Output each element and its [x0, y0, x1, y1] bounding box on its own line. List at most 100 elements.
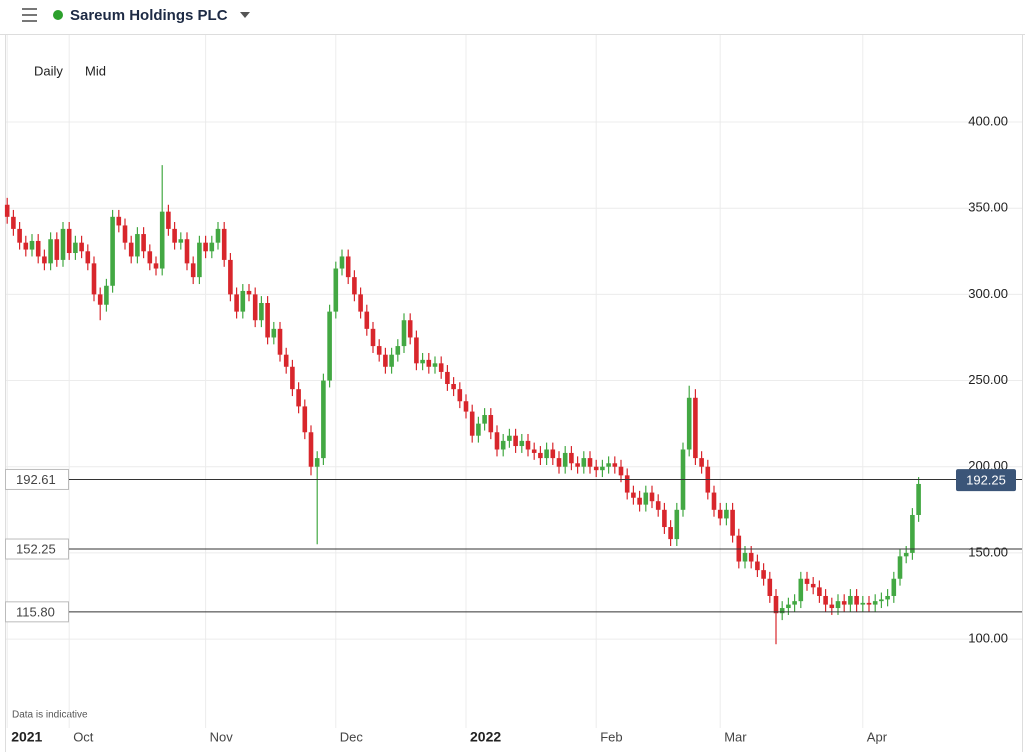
candle-body [345, 256, 351, 278]
candle-body [271, 328, 277, 338]
menu-icon[interactable] [22, 8, 37, 22]
candle-body [240, 290, 246, 312]
candle-body [42, 256, 47, 264]
candle-body [618, 466, 624, 476]
candle-body [159, 211, 165, 269]
last-price-badge [956, 469, 1016, 492]
candle-body [395, 346, 401, 355]
candle-body [308, 432, 314, 467]
candle-body [903, 552, 909, 557]
candle-body [4, 204, 10, 217]
level-label-box [5, 468, 69, 490]
candle-body [17, 228, 22, 243]
candle-body [513, 435, 518, 447]
candle-body [587, 458, 593, 467]
candle-body [414, 337, 419, 364]
candle-body [531, 449, 537, 453]
candle-body [438, 363, 444, 372]
candle-body [407, 320, 413, 338]
x-tick-label: Mar [724, 729, 747, 744]
candle-body [314, 458, 320, 467]
candle-body [699, 458, 704, 467]
candle-body [556, 458, 562, 467]
x-tick-label: 2021 [11, 729, 42, 745]
candle-body [879, 599, 884, 602]
x-tick-label: 2022 [470, 729, 501, 745]
candle-body [637, 497, 642, 505]
candle-body [891, 578, 897, 596]
candle-body [817, 587, 822, 596]
candle-body [221, 228, 227, 260]
y-tick-label: 300.00 [968, 286, 1008, 301]
candle-body [166, 211, 171, 229]
candle-body [48, 239, 53, 264]
candle-body [649, 492, 655, 502]
price-type-label[interactable]: Mid [85, 63, 106, 78]
candle-body [916, 483, 921, 515]
candle-body [773, 595, 779, 614]
last-price-label: 192.25 [966, 473, 1006, 488]
candle-body [798, 578, 804, 602]
candle-body [779, 608, 785, 614]
candle-body [383, 354, 388, 367]
candle-body [11, 216, 16, 229]
candle-body [829, 604, 835, 609]
candle-body [755, 561, 760, 571]
candle-body [624, 475, 630, 493]
candle-body [283, 354, 289, 367]
candle-body [655, 501, 661, 510]
candle-body [575, 463, 580, 467]
candle-body [606, 463, 611, 467]
candle-body [550, 449, 556, 459]
candle-body [85, 251, 91, 264]
candle-body [810, 583, 816, 588]
candle-body [519, 440, 525, 447]
candle-body [97, 294, 103, 305]
x-tick-label: Feb [600, 729, 622, 744]
candle-body [23, 242, 29, 250]
candle-body [128, 242, 134, 257]
candle-body [389, 354, 394, 367]
candle-body [724, 509, 729, 519]
candle-body [246, 290, 252, 295]
candle-body [457, 389, 463, 402]
x-tick-label: Oct [73, 729, 94, 744]
candle-body [730, 509, 735, 536]
candle-body [593, 466, 599, 471]
candle-body [153, 263, 159, 269]
candle-body [525, 440, 531, 450]
candle-body [259, 302, 264, 321]
candle-body [835, 601, 841, 609]
candle-body [538, 452, 543, 459]
candle-body [500, 440, 506, 450]
candle-body [767, 578, 773, 596]
instrument-title[interactable]: Sareum Holdings PLC [70, 7, 228, 24]
candle-body [54, 239, 60, 260]
candle-body [463, 401, 469, 412]
candle-body [333, 268, 339, 312]
candle-body [494, 432, 500, 450]
candle-body [476, 423, 481, 436]
level-label-box [5, 538, 69, 560]
candle-body [686, 397, 692, 450]
candle-body [358, 294, 363, 312]
candle-body [488, 415, 494, 433]
candle-body [662, 509, 667, 528]
interval-label[interactable]: Daily [34, 63, 63, 78]
candle-body [544, 449, 549, 459]
x-tick-label: Nov [210, 729, 234, 744]
candle-body [693, 397, 698, 459]
candle-body [302, 406, 308, 433]
candle-body [885, 595, 890, 600]
candle-body [141, 234, 146, 252]
dropdown-arrow[interactable] [240, 12, 250, 18]
level-label: 115.80 [16, 604, 55, 619]
level-label: 152.25 [16, 541, 56, 556]
candle-body [854, 595, 859, 605]
candle-body [228, 259, 233, 295]
candle-body [91, 263, 97, 295]
candle-body [451, 383, 456, 390]
candle-body [507, 435, 512, 441]
candle-body [296, 389, 301, 407]
candle-body [420, 359, 425, 364]
